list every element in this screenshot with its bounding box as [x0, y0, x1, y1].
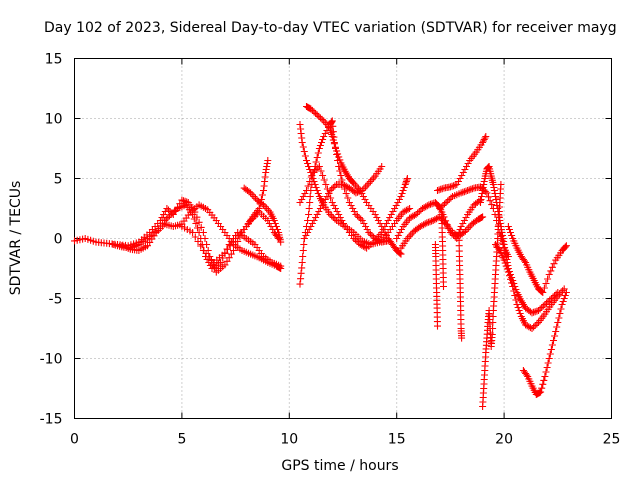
chart-title: Day 102 of 2023, Sidereal Day-to-day VTE… [44, 20, 617, 36]
series-sat-f [296, 117, 392, 288]
y-tick-label: -10 [40, 352, 63, 368]
series-sat-q [455, 231, 466, 342]
data-points [71, 103, 570, 410]
y-tick-label: 10 [45, 112, 63, 128]
y-tick-label: 0 [54, 232, 63, 248]
data-point-markers [303, 103, 405, 258]
x-tick-label: 0 [70, 432, 79, 448]
series-sat-s [477, 163, 562, 317]
series-sat-u [504, 223, 570, 296]
series-sat-i [303, 103, 405, 258]
series-sat-o [431, 241, 441, 330]
data-point-markers [431, 241, 441, 330]
x-tick-label: 25 [603, 432, 621, 448]
x-tick-label: 10 [280, 432, 298, 448]
data-point-markers [519, 289, 570, 398]
data-point-markers [438, 211, 447, 290]
x-tick-label: 15 [388, 432, 406, 448]
data-point-markers [296, 121, 414, 248]
data-point-markers [240, 184, 285, 246]
data-point-markers [300, 163, 386, 242]
series-sat-v [519, 289, 570, 398]
series-sat-h [296, 163, 411, 252]
grid-lines [74, 58, 612, 419]
data-point-markers [504, 223, 570, 296]
data-point-markers [455, 231, 466, 342]
y-tick-label: -15 [40, 412, 63, 428]
series-sat-p [438, 211, 447, 290]
data-point-markers [178, 157, 272, 266]
x-tick-label: 5 [177, 432, 186, 448]
series-sat-d [178, 157, 272, 266]
series-sat-g [296, 121, 414, 248]
series-sat-m [434, 133, 490, 194]
series-sat-j [300, 163, 386, 242]
data-point-markers [477, 163, 562, 317]
series-sat-t [492, 241, 568, 332]
series-sat-e [240, 184, 285, 246]
data-point-markers [296, 117, 392, 288]
axis-ticks: 0 5 10 15 20 25 15 10 5 0 -5 -10 -15 [40, 52, 621, 448]
x-tick-label: 20 [495, 432, 513, 448]
data-point-markers [434, 133, 490, 194]
data-point-markers [492, 241, 568, 332]
x-axis-label: GPS time / hours [281, 458, 398, 474]
y-axis-label: SDTVAR / TECUs [8, 181, 24, 296]
y-tick-label: 5 [54, 172, 63, 188]
y-tick-label: -5 [49, 292, 63, 308]
data-point-markers [296, 163, 411, 252]
y-tick-label: 15 [45, 52, 63, 68]
